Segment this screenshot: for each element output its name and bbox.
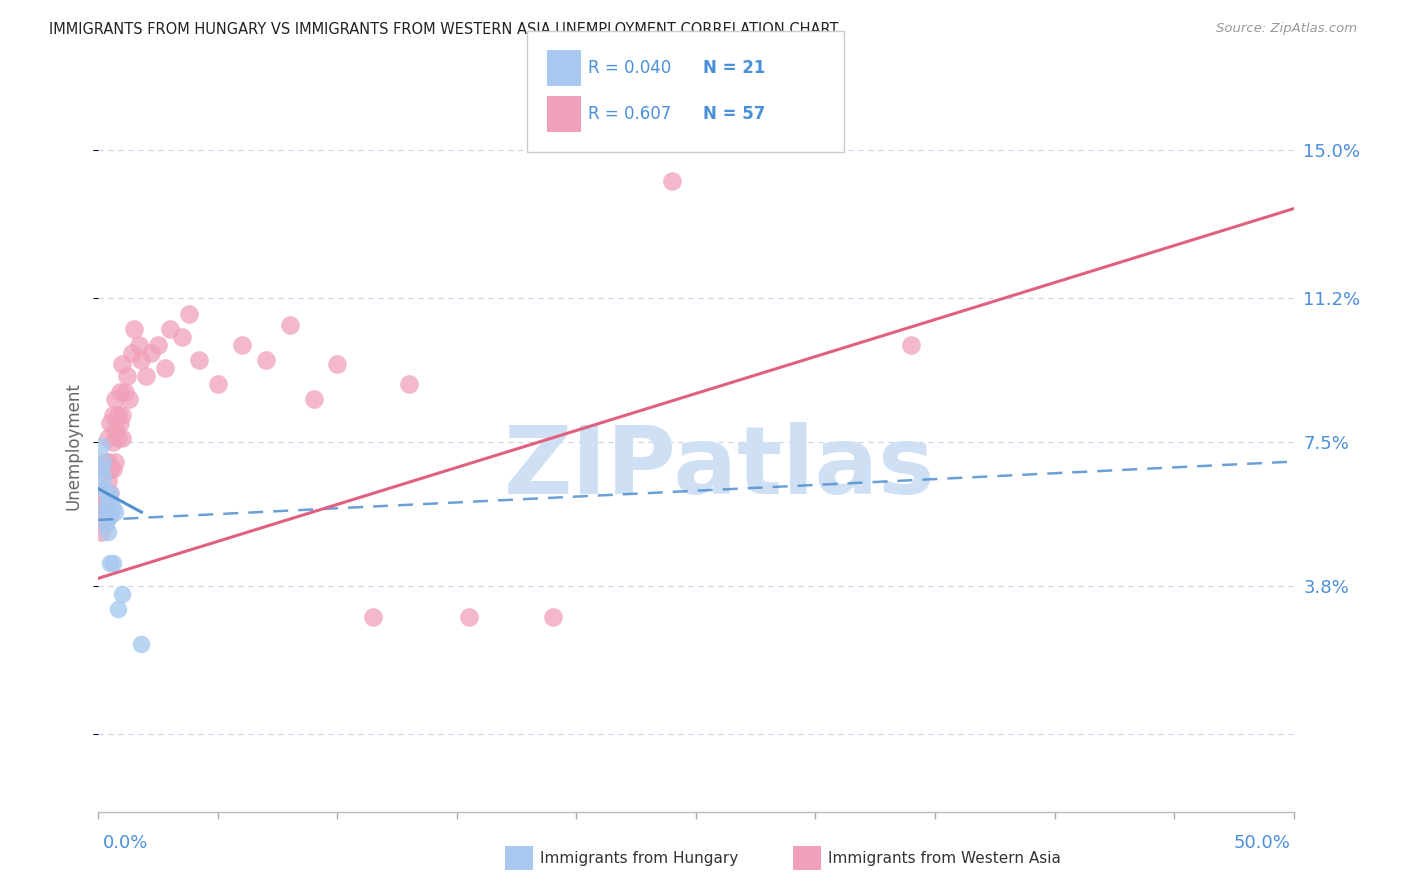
Point (91, 482, 114, 496)
Point (104, 505, 127, 519)
Point (101, 408, 124, 422)
Text: R = 0.607: R = 0.607 (588, 105, 671, 123)
Point (91, 513, 114, 527)
Point (111, 408, 134, 422)
Point (98, 493, 122, 508)
Point (148, 338, 170, 352)
Point (97, 493, 120, 508)
Point (179, 307, 201, 321)
Point (111, 431, 134, 445)
Point (108, 384, 131, 399)
Text: 0.0%: 0.0% (103, 834, 148, 852)
Point (98, 485, 122, 500)
Point (128, 338, 150, 352)
Text: N = 21: N = 21 (703, 59, 765, 77)
Point (278, 318, 301, 333)
Text: ZIPatlas: ZIPatlas (505, 422, 935, 514)
Point (91, 462, 114, 476)
Point (131, 637, 153, 651)
Point (98, 556, 122, 570)
Point (159, 322, 181, 336)
Point (107, 408, 129, 422)
Text: N = 57: N = 57 (703, 105, 765, 123)
Point (900, 338, 922, 352)
Point (90, 524, 112, 539)
Point (91, 470, 114, 484)
Point (139, 345, 162, 359)
Point (107, 602, 129, 616)
Point (98, 462, 122, 476)
Point (104, 454, 127, 468)
Point (94, 485, 117, 500)
Point (91, 485, 114, 500)
Point (98, 509, 122, 524)
Point (155, 361, 177, 376)
Point (187, 353, 209, 368)
Point (661, 174, 683, 188)
Point (94, 509, 117, 524)
Text: IMMIGRANTS FROM HUNGARY VS IMMIGRANTS FROM WESTERN ASIA UNEMPLOYMENT CORRELATION: IMMIGRANTS FROM HUNGARY VS IMMIGRANTS FR… (49, 22, 839, 37)
Point (135, 368, 157, 383)
Point (90, 501, 112, 516)
Point (91, 501, 114, 516)
Point (207, 376, 229, 391)
Point (98, 485, 122, 500)
Point (101, 556, 124, 570)
Point (94, 516, 117, 531)
Point (111, 357, 134, 371)
Point (541, 610, 564, 624)
Point (97, 493, 120, 508)
Point (101, 435, 124, 450)
Point (97, 474, 120, 488)
Point (107, 431, 129, 445)
Point (114, 384, 136, 399)
Point (111, 587, 134, 601)
Text: R = 0.040: R = 0.040 (588, 59, 671, 77)
Point (231, 338, 253, 352)
Point (97, 431, 120, 445)
Point (254, 353, 277, 368)
Point (101, 462, 124, 476)
Point (458, 610, 481, 624)
Point (94, 454, 117, 468)
Point (97, 454, 120, 468)
Point (104, 424, 127, 438)
Point (97, 524, 120, 539)
Point (363, 610, 385, 624)
Point (108, 416, 131, 430)
Point (104, 392, 127, 407)
Point (91, 454, 114, 468)
Text: 50.0%: 50.0% (1234, 834, 1291, 852)
Point (101, 501, 124, 516)
Point (124, 322, 146, 336)
Point (131, 353, 153, 368)
Point (302, 392, 325, 407)
Point (98, 416, 122, 430)
Point (90, 462, 112, 476)
Point (97, 509, 120, 524)
Point (94, 501, 117, 516)
Point (172, 330, 194, 344)
Text: Immigrants from Hungary: Immigrants from Hungary (540, 851, 738, 865)
Point (118, 392, 141, 407)
Point (97, 501, 120, 516)
Point (121, 345, 143, 359)
Point (90, 439, 112, 453)
Point (94, 501, 117, 516)
Text: Source: ZipAtlas.com: Source: ZipAtlas.com (1216, 22, 1357, 36)
Point (115, 368, 138, 383)
Y-axis label: Unemployment: Unemployment (65, 382, 83, 510)
Text: Immigrants from Western Asia: Immigrants from Western Asia (828, 851, 1062, 865)
Point (398, 376, 420, 391)
Point (326, 357, 349, 371)
